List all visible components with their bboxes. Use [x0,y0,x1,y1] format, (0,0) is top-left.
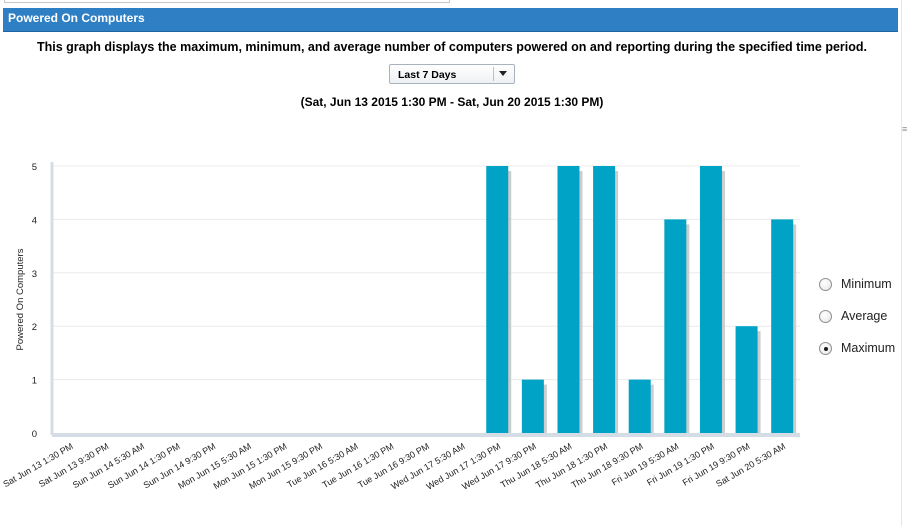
bar [664,219,687,433]
bar [521,379,544,433]
radio-button[interactable] [819,278,832,291]
radio-average[interactable]: Average [819,308,908,326]
y-axis-label: Powered On Computers [15,248,26,350]
bar [593,166,616,433]
radio-minimum[interactable]: Minimum [819,276,908,294]
y-tick-label: 3 [32,269,37,280]
period-select[interactable]: Last 7 Days [389,64,515,84]
radio-maximum[interactable]: Maximum [819,340,908,358]
bar [771,219,794,433]
radio-label-maximum: Maximum [841,341,896,355]
period-select-value: Last 7 Days [398,69,457,81]
bar [557,166,580,433]
bar [486,166,509,433]
radio-label-minimum: Minimum [841,277,892,291]
bar [628,379,651,433]
y-tick-label: 2 [32,322,37,333]
y-tick-label: 4 [32,215,37,226]
y-tick-label: 1 [32,376,37,387]
panel-header: Powered On Computers [3,8,898,32]
date-range: (Sat, Jun 13 2015 1:30 PM - Sat, Jun 20 … [300,95,604,109]
radio-label-average: Average [841,309,888,323]
panel-title: Powered On Computers [8,11,145,25]
top-input-edge [4,0,450,3]
bar [735,326,758,433]
radio-button[interactable] [819,310,832,323]
radio-dot [823,346,828,351]
scrollbar[interactable] [901,0,908,526]
resize-grip-icon[interactable]: ≡ [902,124,908,134]
bar [699,166,722,433]
chevron-down-icon[interactable] [499,71,507,76]
y-tick-label: 5 [32,162,37,173]
select-divider [493,67,494,81]
y-tick-label: 0 [32,429,37,440]
panel-description: This graph displays the maximum, minimum… [37,40,867,54]
radio-button[interactable] [819,342,832,355]
